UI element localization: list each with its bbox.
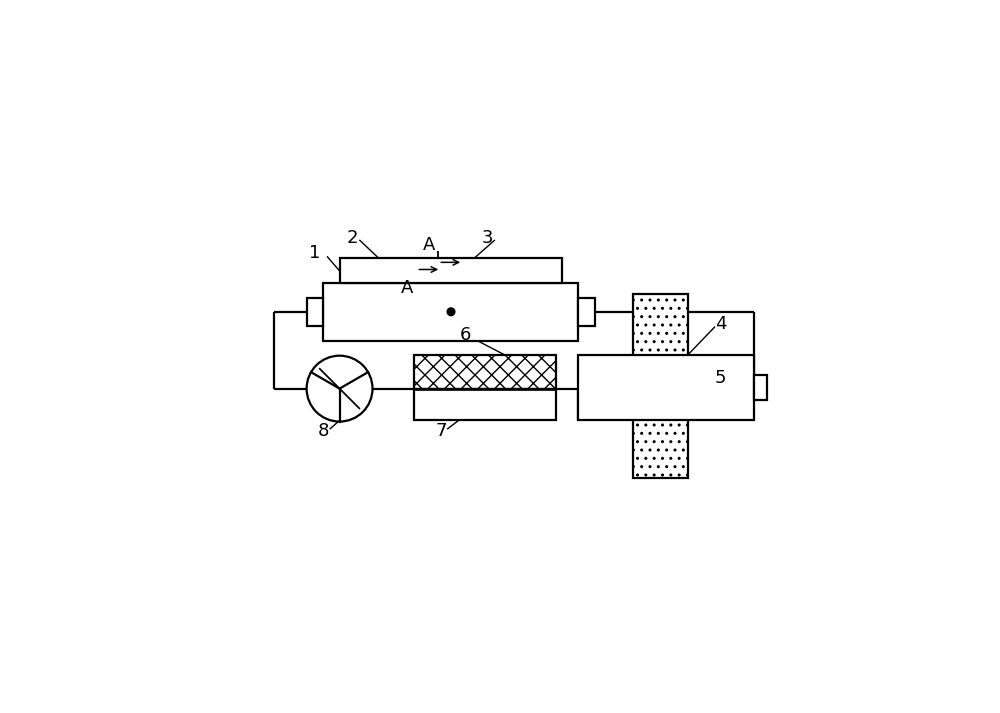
Bar <box>633 294 688 478</box>
Text: 8: 8 <box>317 422 329 441</box>
Text: 2: 2 <box>346 229 358 247</box>
Text: A: A <box>423 236 435 254</box>
Bar <box>414 354 556 389</box>
Text: A: A <box>401 279 413 297</box>
Bar <box>323 283 578 341</box>
Text: 6: 6 <box>460 327 472 344</box>
Bar <box>307 298 323 327</box>
Circle shape <box>447 308 455 316</box>
Text: 4: 4 <box>715 315 727 334</box>
Text: 1: 1 <box>309 244 321 262</box>
Text: 7: 7 <box>435 422 447 441</box>
Bar <box>340 259 562 283</box>
Bar <box>578 354 754 421</box>
Bar <box>414 389 556 421</box>
Bar <box>754 376 767 399</box>
Bar <box>578 298 595 327</box>
Text: 5: 5 <box>714 369 726 386</box>
Text: 3: 3 <box>482 229 494 247</box>
